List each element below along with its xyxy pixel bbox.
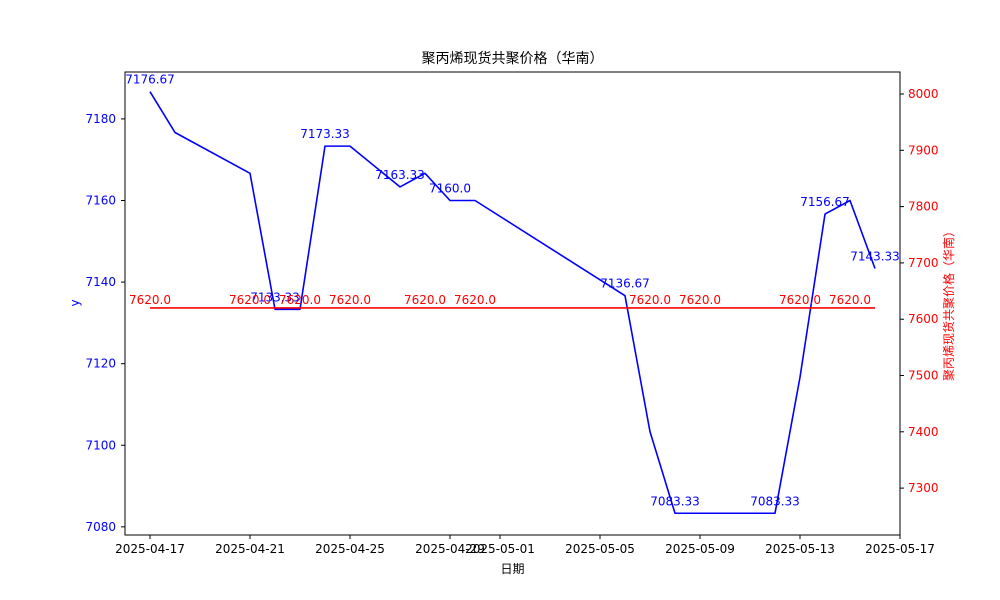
data-label-left: 7133.33 xyxy=(250,290,300,304)
y-right-tick-label: 8000 xyxy=(908,87,939,101)
data-label-left: 7083.33 xyxy=(650,494,700,508)
x-axis-label: 日期 xyxy=(500,562,524,576)
y-left-tick-label: 7180 xyxy=(85,112,116,126)
y-left-tick-label: 7080 xyxy=(85,520,116,534)
y-axis-left: 7080 7100 7120 7140 7160 7180 xyxy=(85,112,125,534)
plot-area: 7176.67 7133.33 7173.33 7163.33 7160.0 7136.6… xyxy=(125,73,900,515)
x-tick-label: 2025-05-13 xyxy=(765,542,835,556)
data-label-right: 7620.0 xyxy=(329,293,371,307)
data-label-left: 7160.0 xyxy=(429,181,471,195)
x-tick-label: 2025-04-21 xyxy=(215,542,285,556)
data-label-right: 7620.0 xyxy=(629,293,671,307)
plot-frame xyxy=(124,71,901,536)
chart-title: 聚丙烯现货共聚价格（华南） xyxy=(422,50,604,67)
data-label-left: 7083.33 xyxy=(750,494,800,508)
y-axis-right: 7300 7400 7500 7600 7700 7800 7900 8000 xyxy=(900,87,939,495)
y-right-tick-label: 7700 xyxy=(908,256,939,270)
data-label-right: 7620.0 xyxy=(279,293,321,307)
data-label-right: 7620.0 xyxy=(779,293,821,307)
data-label-right: 7620.0 xyxy=(829,293,871,307)
y-axis-label-left: y xyxy=(68,299,82,306)
y-left-tick-label: 7160 xyxy=(85,193,116,207)
y-left-tick-label: 7100 xyxy=(85,438,116,452)
data-label-right: 7620.0 xyxy=(454,293,496,307)
data-label-right: 7620.0 xyxy=(404,293,446,307)
data-label-right: 7620.0 xyxy=(679,293,721,307)
y-right-tick-label: 7300 xyxy=(908,481,939,495)
y-right-tick-label: 7900 xyxy=(908,143,939,157)
y-right-tick-label: 7400 xyxy=(908,425,939,439)
x-tick-label: 2025-05-05 xyxy=(565,542,635,556)
y-right-tick-label: 7800 xyxy=(908,200,939,214)
y-right-tick-label: 7500 xyxy=(908,369,939,383)
data-label-right: 7620.0 xyxy=(129,293,171,307)
x-tick-label: 2025-05-09 xyxy=(665,542,735,556)
x-tick-label: 2025-04-17 xyxy=(115,542,185,556)
x-axis: 2025-04-17 2025-04-21 2025-04-25 2025-04-29… xyxy=(115,535,935,556)
data-label-left: 7176.67 xyxy=(125,73,175,87)
data-label-left: 7156.67 xyxy=(800,195,850,209)
data-label-left: 7143.33 xyxy=(850,249,900,263)
x-tick-label: 2025-05-01 xyxy=(465,542,535,556)
data-label-left: 7173.33 xyxy=(300,127,350,141)
x-tick-label: 2025-04-29 xyxy=(415,542,485,556)
y-left-tick-label: 7140 xyxy=(85,275,116,289)
data-label-left: 7136.67 xyxy=(600,277,650,291)
x-tick-label: 2025-05-17 xyxy=(865,542,935,556)
series-line-left xyxy=(149,91,876,515)
y-left-tick-label: 7120 xyxy=(85,357,116,371)
y-right-tick-label: 7600 xyxy=(908,312,939,326)
y-axis-label-right: 聚丙烯现货共聚价格（华南） xyxy=(941,225,956,381)
data-label-left: 7163.33 xyxy=(375,168,425,182)
x-tick-label: 2025-04-25 xyxy=(315,542,385,556)
data-label-right: 7620.0 xyxy=(229,293,271,307)
